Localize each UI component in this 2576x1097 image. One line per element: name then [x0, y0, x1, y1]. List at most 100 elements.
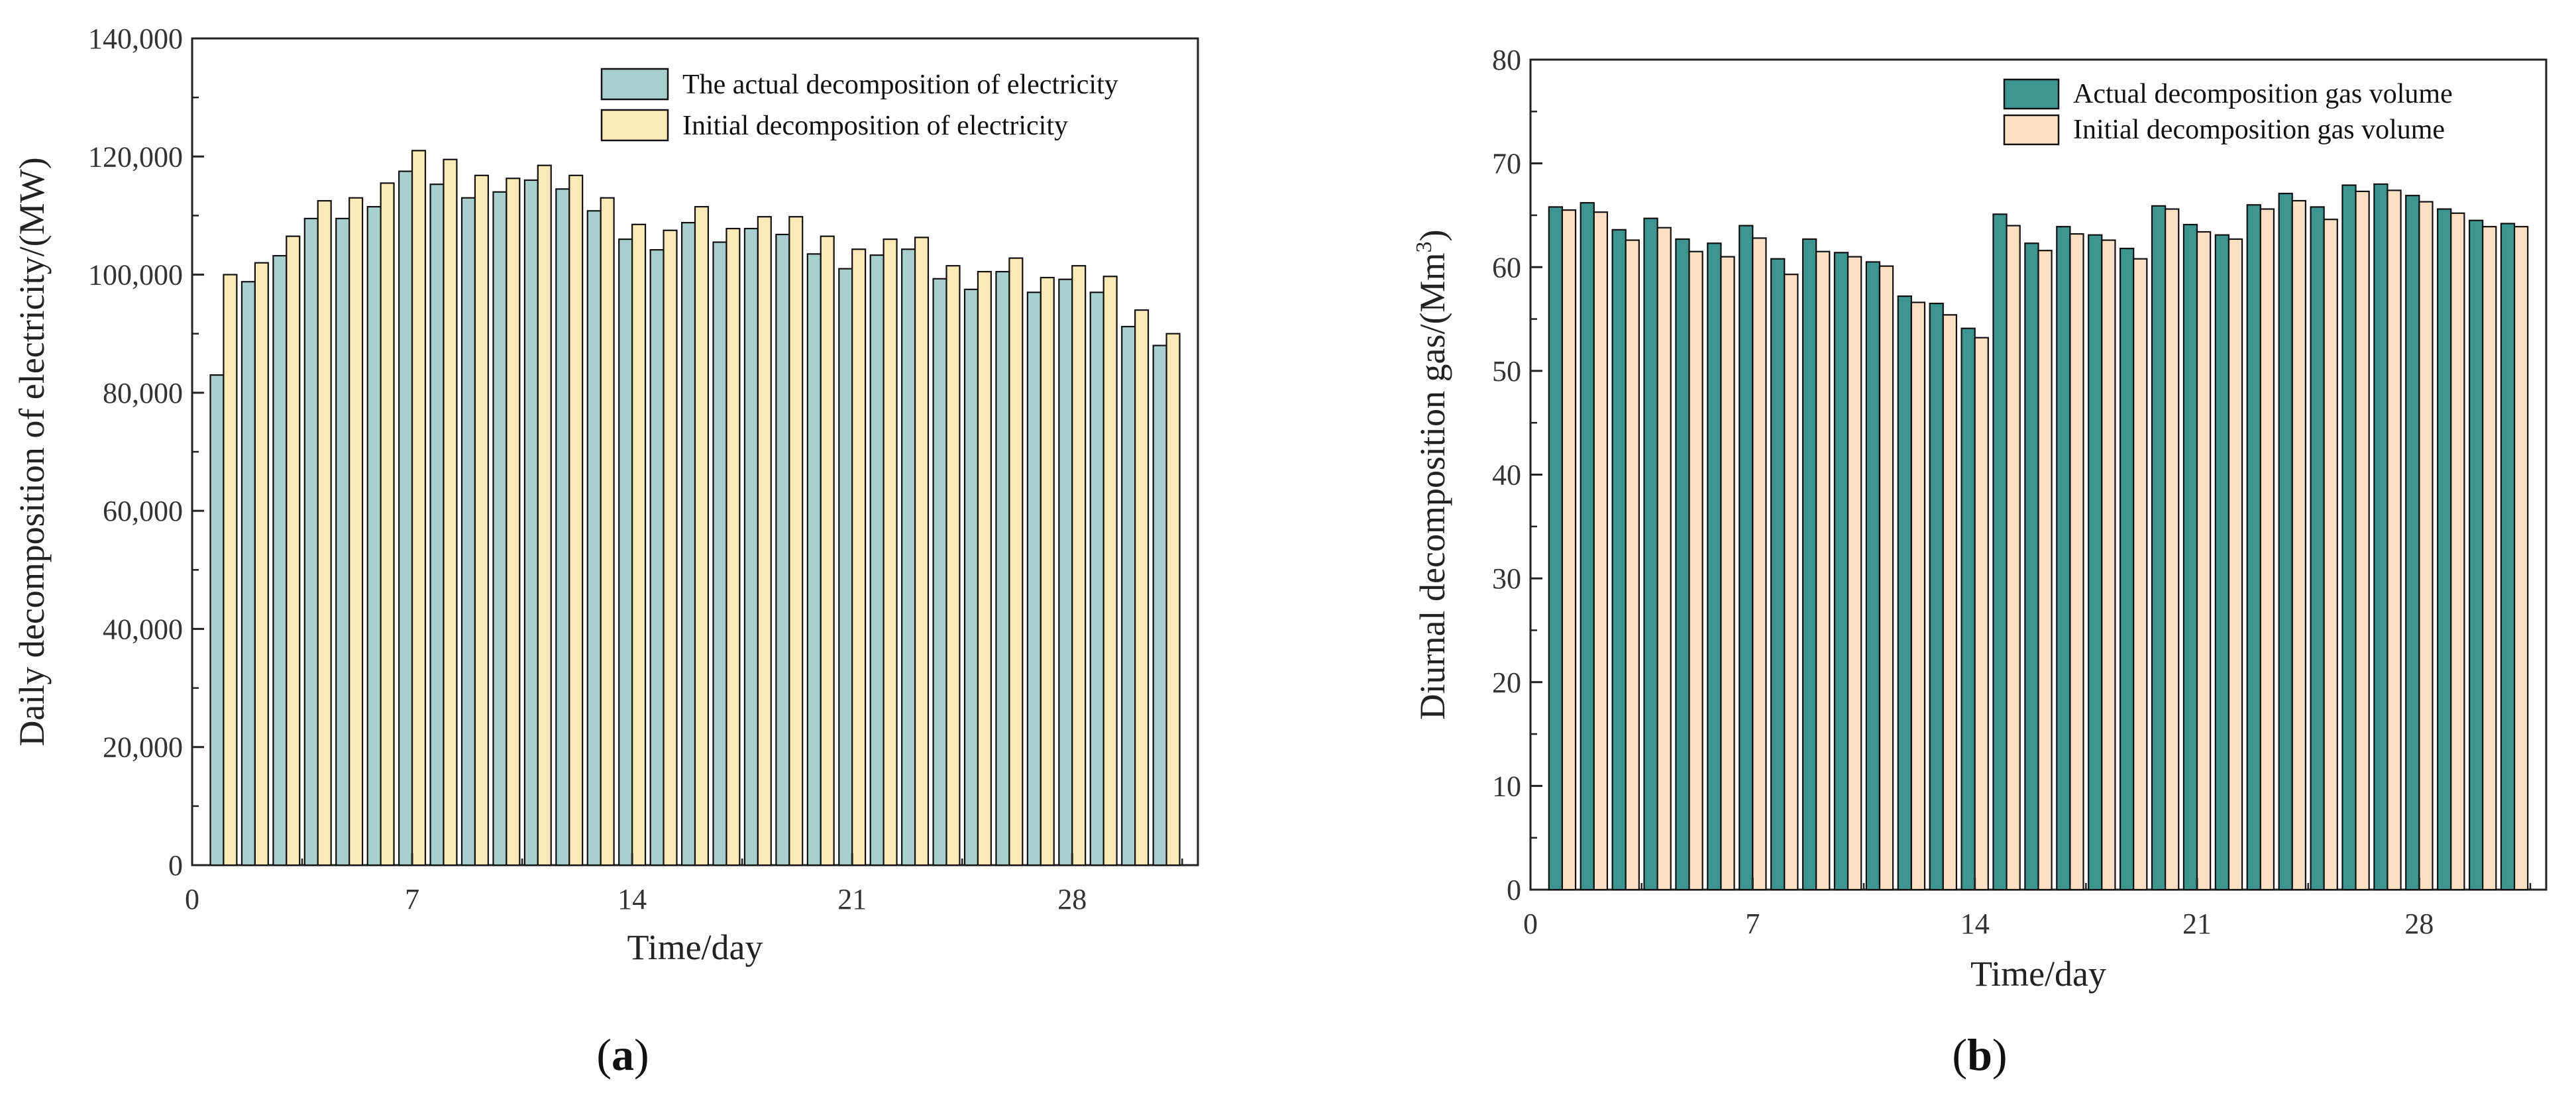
chart-b-bar-s2-day-20 [2165, 208, 2180, 891]
chart-b-bar-s1-day-9 [1801, 238, 1817, 891]
chart-a-x-tick-label: 14 [617, 883, 647, 915]
chart-b-bar-s2-day-18 [2101, 239, 2116, 891]
chart-a-x-tick-label: 7 [405, 883, 419, 915]
chart-a-bar-s2-day-15 [663, 229, 678, 866]
chart-a-bar-s2-day-12 [568, 174, 584, 866]
chart-a-bar-s2-day-8 [443, 158, 458, 866]
chart-b-bar-s1-day-24 [2278, 192, 2293, 891]
chart-a-bar-s1-day-2 [241, 281, 256, 866]
chart-a-x-tick-label: 0 [185, 883, 199, 915]
chart-b-bar-s1-day-10 [1833, 252, 1849, 891]
chart-b-bar-s2-day-3 [1625, 239, 1640, 891]
chart-b-bar-s1-day-30 [2468, 219, 2484, 891]
chart-a-bar-s2-day-31 [1165, 333, 1181, 866]
chart-b-bar-s2-day-28 [2418, 201, 2434, 891]
chart-a-legend-label-1: The actual decomposition of electricity [682, 70, 1118, 100]
chart-b-y-tick-label: 10 [1492, 770, 1521, 802]
chart-a-bar-s2-day-25 [977, 271, 992, 866]
chart-b-bar-s2-day-23 [2259, 208, 2275, 891]
chart-b-bar-s1-day-21 [2182, 223, 2198, 891]
chart-b-x-tick-label: 21 [2182, 908, 2212, 940]
chart-b-bar-s2-day-26 [2355, 190, 2370, 891]
chart-b-x-axis: 0 7 14 21 28 [1523, 878, 2532, 940]
chart-b-bar-s1-day-2 [1580, 202, 1595, 891]
chart-a-bar-s1-day-21 [838, 268, 853, 866]
chart-a-bar-s1-day-27 [1026, 291, 1042, 866]
chart-b-bar-s2-day-11 [1878, 265, 1894, 891]
chart-b-bar-s2-day-6 [1720, 256, 1735, 891]
chart-b-y-axis-title-superscript: 3 [1412, 242, 1436, 253]
chart-b-bar-s1-day-7 [1739, 225, 1754, 891]
chart-a-x-tick-label: 21 [837, 883, 867, 915]
chart-panel-b: 0 10 20 30 40 50 60 70 80 0 7 14 21 28 Actual decomp… [1412, 44, 2548, 1080]
chart-a-y-tick-label: 40,000 [103, 613, 183, 645]
chart-b-panel-label: (b) [1952, 1029, 2007, 1080]
chart-a-bar-s2-day-5 [349, 197, 364, 866]
chart-a-x-axis-title: Time/day [627, 927, 763, 967]
chart-b-bar-s2-day-4 [1656, 227, 1672, 891]
chart-b-bar-s2-day-1 [1561, 209, 1577, 891]
chart-a-bar-s1-day-15 [649, 249, 665, 866]
chart-a-bar-s2-day-11 [537, 164, 552, 866]
chart-a-y-tick-label: 80,000 [103, 377, 183, 409]
chart-a-panel-letter: a [612, 1029, 634, 1080]
chart-a-bar-s1-day-28 [1058, 278, 1073, 866]
chart-b-bar-s1-day-20 [2151, 205, 2167, 891]
chart-a-y-axis: 0 20,000 40,000 60,000 80,000 100,000 120,000 1… [88, 23, 204, 882]
chart-b-y-axis-title: Diurnal decomposition gas/(Mm3) [1412, 230, 1452, 720]
chart-b-panel-letter: b [1967, 1029, 1992, 1080]
chart-a-bar-s2-day-19 [788, 216, 804, 866]
chart-b-legend-label-1: Actual decomposition gas volume [2073, 79, 2453, 109]
chart-a-bar-s2-day-29 [1102, 276, 1118, 866]
chart-b-bar-s1-day-1 [1548, 206, 1564, 891]
chart-b-bar-s2-day-29 [2450, 212, 2465, 891]
chart-b-x-tick-label: 0 [1523, 908, 1538, 940]
chart-a-y-tick-label: 140,000 [88, 23, 183, 55]
chart-a-bar-s1-day-13 [586, 210, 602, 866]
chart-b-bar-s2-day-5 [1688, 250, 1703, 891]
chart-b-y-tick-label: 60 [1492, 251, 1521, 284]
chart-a-x-tick-label: 28 [1057, 883, 1087, 915]
chart-b-x-tick-label: 28 [2404, 908, 2434, 940]
chart-b-x-tick-label: 14 [1960, 908, 1990, 940]
chart-a-y-tick-label: 20,000 [103, 731, 183, 764]
chart-a-bar-s1-day-12 [555, 188, 570, 866]
chart-a-x-axis: 0 7 14 21 28 [185, 853, 1183, 915]
chart-b-bar-s1-day-8 [1770, 258, 1786, 891]
chart-a-bar-s2-day-4 [317, 200, 332, 866]
chart-b-y-axis-title-end: ) [1413, 230, 1452, 242]
chart-a-legend: The actual decomposition of electricity I… [600, 68, 1118, 142]
chart-a-bar-s1-day-20 [806, 253, 822, 866]
chart-b-y-tick-label: 40 [1492, 459, 1521, 492]
chart-b-bar-s1-day-5 [1675, 238, 1690, 891]
chart-a-legend-swatch-2 [600, 109, 669, 142]
chart-b-legend-swatch-1 [2003, 78, 2060, 110]
chart-a-legend-swatch-1 [600, 68, 669, 101]
chart-b-bars [1548, 183, 2529, 891]
chart-b-bar-s2-day-9 [1815, 250, 1831, 891]
chart-a-bar-s1-day-26 [995, 271, 1010, 866]
chart-b-bar-s2-day-15 [2006, 225, 2021, 891]
chart-b-bar-s1-day-12 [1897, 295, 1912, 891]
chart-a-legend-label-2: Initial decomposition of electricity [682, 111, 1068, 141]
chart-a-bar-s1-day-3 [272, 254, 288, 866]
chart-b-bar-s2-day-7 [1752, 237, 1767, 891]
chart-a-y-tick-label: 0 [168, 849, 183, 882]
chart-b-bar-s1-day-4 [1643, 217, 1658, 891]
chart-a-bar-s2-day-24 [945, 265, 961, 866]
chart-b-bar-s1-day-28 [2405, 195, 2420, 891]
chart-b-bar-s2-day-19 [2133, 258, 2148, 891]
chart-a-bar-s2-day-3 [286, 235, 301, 866]
chart-a-bar-s1-day-18 [743, 227, 759, 866]
chart-a-bar-s1-day-23 [901, 248, 916, 866]
chart-b-bar-s2-day-21 [2196, 231, 2212, 891]
chart-b-bar-s2-day-12 [1910, 301, 1926, 891]
chart-a-bar-s1-day-9 [460, 197, 476, 866]
chart-b-y-axis: 0 10 20 30 40 50 60 70 80 [1492, 44, 1542, 906]
chart-a-bar-s1-day-19 [775, 233, 790, 866]
chart-b-legend-swatch-2 [2003, 114, 2060, 146]
chart-a-bar-s1-day-16 [680, 222, 696, 866]
chart-a-bar-s1-day-25 [963, 288, 979, 866]
chart-panel-a: 0 20,000 40,000 60,000 80,000 100,000 120,000 1… [12, 23, 1199, 1080]
